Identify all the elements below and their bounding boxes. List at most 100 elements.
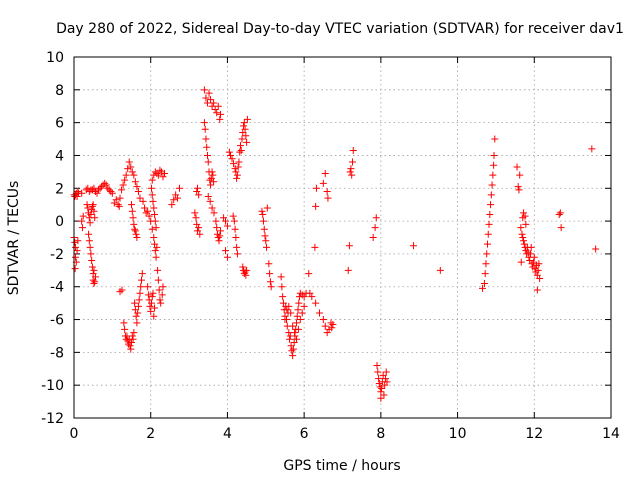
data-point — [127, 345, 135, 353]
data-point — [174, 194, 182, 202]
data-point — [153, 170, 161, 178]
data-point — [515, 186, 523, 194]
data-point — [308, 293, 316, 301]
data-point — [211, 106, 219, 114]
data-point — [121, 325, 129, 333]
data-point — [345, 242, 353, 250]
data-point — [158, 291, 166, 299]
data-point — [138, 276, 146, 284]
data-point — [491, 135, 499, 143]
data-point — [348, 158, 356, 166]
data-point — [74, 188, 82, 196]
data-point — [130, 220, 138, 228]
data-point — [88, 202, 96, 210]
data-point — [78, 217, 86, 225]
data-point — [217, 110, 225, 118]
data-point — [129, 214, 137, 222]
data-point — [86, 219, 94, 227]
data-point — [213, 224, 221, 232]
data-point — [139, 197, 147, 205]
data-point — [128, 207, 136, 215]
y-tick-label: -6 — [50, 313, 64, 329]
x-tick-label: 6 — [300, 426, 309, 442]
data-point — [144, 291, 152, 299]
data-point — [377, 394, 385, 402]
data-point — [242, 132, 250, 140]
data-point — [146, 302, 154, 310]
data-point — [375, 375, 383, 383]
data-point — [142, 209, 150, 217]
data-point — [236, 148, 244, 156]
data-point — [262, 237, 270, 245]
data-point — [87, 211, 95, 219]
data-point — [132, 312, 140, 320]
data-point — [535, 260, 543, 268]
data-point — [520, 237, 528, 245]
data-point — [206, 176, 214, 184]
data-point — [206, 197, 214, 205]
data-point — [150, 234, 158, 241]
data-point — [151, 304, 159, 312]
data-point — [373, 361, 381, 369]
data-point — [285, 302, 293, 310]
data-point — [71, 265, 79, 273]
data-point — [195, 191, 203, 199]
data-point — [116, 194, 124, 202]
data-point — [516, 171, 524, 179]
data-point — [152, 224, 160, 232]
data-point — [485, 220, 493, 228]
data-point — [215, 237, 223, 245]
data-point — [138, 270, 146, 278]
data-point — [230, 160, 238, 168]
data-point — [233, 250, 241, 258]
data-point — [267, 283, 275, 291]
data-point — [151, 211, 159, 219]
data-point — [520, 209, 528, 217]
data-point — [312, 184, 320, 192]
data-point — [228, 155, 236, 163]
data-point — [88, 263, 96, 271]
x-tick-label: 2 — [146, 426, 155, 442]
data-point — [225, 148, 233, 156]
data-point — [517, 224, 525, 232]
data-point — [487, 201, 495, 209]
data-point — [207, 181, 215, 189]
data-point — [85, 237, 93, 245]
data-point — [153, 243, 161, 251]
data-point — [88, 256, 96, 264]
tick-labels: 0 2 4 6 8 10 12 14 -12 -10 -8 -6 -4 -2 0 2 4 6 8 10 — [41, 50, 620, 442]
data-point — [526, 250, 534, 258]
data-point — [321, 322, 329, 330]
data-point — [124, 165, 132, 173]
data-point — [237, 147, 245, 155]
data-point — [488, 181, 496, 189]
data-point — [78, 189, 86, 197]
data-point — [73, 247, 81, 255]
data-point — [133, 319, 141, 327]
y-tick-label: 0 — [55, 214, 64, 230]
data-point — [149, 197, 157, 205]
data-point — [292, 319, 300, 327]
data-point — [240, 119, 248, 127]
data-point — [319, 179, 327, 187]
data-point — [289, 322, 297, 330]
data-point — [204, 192, 212, 200]
data-point — [222, 217, 230, 225]
data-point — [208, 204, 216, 212]
y-tick-label: 4 — [55, 148, 64, 164]
data-point — [196, 230, 204, 238]
data-point — [518, 230, 526, 238]
data-point — [131, 178, 139, 186]
data-point — [200, 86, 208, 94]
data-point — [281, 316, 289, 324]
data-point — [90, 279, 98, 287]
data-point — [223, 253, 231, 261]
data-point — [150, 312, 158, 320]
data-point — [192, 214, 200, 222]
data-markers — [70, 86, 600, 402]
data-point — [200, 119, 208, 127]
data-point — [121, 176, 129, 184]
data-point — [144, 207, 152, 215]
data-point — [136, 194, 144, 202]
